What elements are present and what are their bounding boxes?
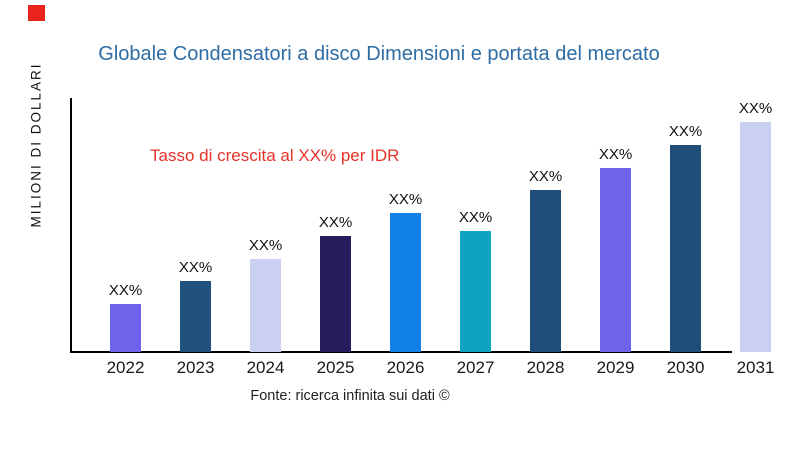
bar-value-label-2026: XX% [388, 191, 423, 208]
bar-2028 [530, 190, 561, 352]
bar-2025 [320, 236, 351, 352]
y-axis-line [70, 98, 72, 353]
x-tick-label-2026: 2026 [386, 358, 425, 377]
x-tick-label-2022: 2022 [106, 358, 145, 377]
x-tick-label-2030: 2030 [666, 358, 705, 377]
bar-2027 [460, 231, 491, 352]
x-axis-line [70, 351, 732, 353]
x-tick-label-2023: 2023 [176, 358, 215, 377]
bar-value-label-2031: XX% [738, 100, 773, 117]
bar-2023 [180, 281, 211, 352]
bar-2022 [110, 304, 141, 352]
brand-mark [28, 5, 45, 21]
growth-rate-annotation: Tasso di crescita al XX% per IDR [150, 146, 400, 165]
bar-2030 [670, 145, 701, 352]
chart-title: Globale Condensatori a disco Dimensioni … [98, 43, 660, 65]
x-tick-label-2024: 2024 [246, 358, 285, 377]
bar-2026 [390, 213, 421, 352]
x-tick-label-2025: 2025 [316, 358, 355, 377]
x-tick-label-2029: 2029 [596, 358, 635, 377]
bar-2029 [600, 168, 631, 352]
bar-value-label-2023: XX% [178, 259, 213, 276]
y-axis-label: MILIONI DI DOLLARI [28, 62, 44, 228]
bar-value-label-2030: XX% [668, 123, 703, 140]
x-tick-label-2031: 2031 [736, 358, 775, 377]
source-attribution: Fonte: ricerca infinita sui dati © [250, 388, 450, 404]
bar-2024 [250, 259, 281, 352]
bar-value-label-2028: XX% [528, 168, 563, 185]
bar-value-label-2027: XX% [458, 209, 493, 226]
bar-value-label-2025: XX% [318, 214, 353, 231]
bar-value-label-2024: XX% [248, 237, 283, 254]
bar-value-label-2022: XX% [108, 282, 143, 299]
bar-value-label-2029: XX% [598, 146, 633, 163]
x-tick-label-2028: 2028 [526, 358, 565, 377]
bar-2031 [740, 122, 771, 352]
x-tick-label-2027: 2027 [456, 358, 495, 377]
